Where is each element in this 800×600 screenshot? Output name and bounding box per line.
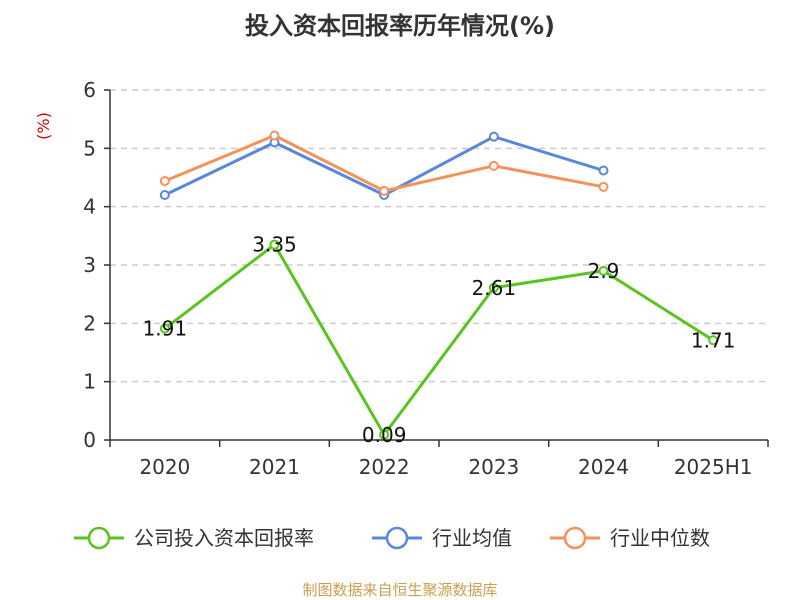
legend-swatch-marker	[563, 526, 587, 550]
data-point[interactable]	[598, 265, 609, 276]
data-point[interactable]	[488, 131, 499, 142]
data-point[interactable]	[379, 185, 390, 196]
data-point[interactable]	[488, 160, 499, 171]
y-tick-label: 1	[83, 370, 96, 394]
y-tick-label: 3	[83, 253, 96, 277]
axes: 0 1 2 3 4 5 6 2020 2021 2022 2023 2024 2025H1	[83, 78, 769, 479]
legend-item[interactable]: 公司投入资本回报率	[74, 526, 314, 550]
x-tick-label: 2023	[468, 455, 519, 479]
legend-item[interactable]: 行业均值	[372, 526, 512, 550]
legend-swatch-marker	[87, 526, 111, 550]
data-label: 2.9	[588, 259, 620, 283]
data-label: 2.61	[472, 276, 517, 300]
y-tick-label: 6	[83, 78, 96, 102]
y-tick-label: 5	[83, 136, 96, 160]
data-label: 1.91	[143, 317, 188, 341]
x-tick-label: 2022	[359, 455, 410, 479]
x-tick-label: 2020	[139, 455, 190, 479]
data-label: 0.09	[362, 423, 407, 447]
y-axis-label: (%)	[34, 112, 53, 140]
data-point[interactable]	[159, 323, 170, 334]
chart-title: 投入资本回报率历年情况(%)	[245, 12, 555, 40]
data-point[interactable]	[269, 130, 280, 141]
legend-label: 行业均值	[432, 526, 512, 550]
x-tick-label: 2025H1	[674, 455, 753, 479]
data-point[interactable]	[488, 282, 499, 293]
data-point[interactable]	[379, 429, 390, 440]
legend-swatch-marker	[385, 526, 409, 550]
y-tick-label: 0	[83, 428, 96, 452]
data-label: 1.71	[691, 328, 736, 352]
legend: 公司投入资本回报率 行业均值 行业中位数	[74, 526, 710, 550]
y-tick-label: 4	[83, 195, 96, 219]
data-point[interactable]	[708, 335, 719, 346]
data-point[interactable]	[598, 165, 609, 176]
series-lines	[159, 130, 719, 440]
data-label: 3.35	[252, 233, 297, 257]
x-tick-label: 2021	[249, 455, 300, 479]
y-tick-label: 2	[83, 311, 96, 335]
series-0	[159, 239, 719, 440]
legend-item[interactable]: 行业中位数	[550, 526, 710, 550]
x-tick-label: 2024	[578, 455, 629, 479]
data-labels: 1.91 3.35 0.09 2.61 2.9 1.71	[143, 233, 736, 447]
grid-lines	[110, 89, 768, 383]
data-point[interactable]	[159, 190, 170, 200]
legend-label: 行业中位数	[610, 526, 710, 550]
series-line	[163, 243, 714, 437]
data-point[interactable]	[598, 181, 609, 192]
data-point[interactable]	[159, 176, 170, 186]
legend-label: 公司投入资本回报率	[134, 526, 314, 550]
source-note: 制图数据来自恒生聚源数据库	[302, 581, 497, 599]
data-point[interactable]	[269, 239, 280, 250]
series-2	[159, 130, 609, 196]
